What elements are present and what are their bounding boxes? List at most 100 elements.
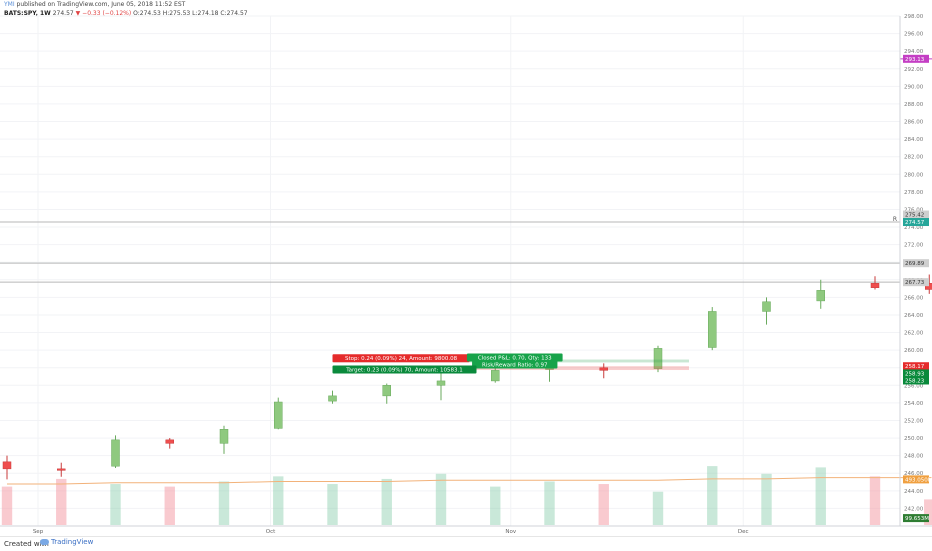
candle-body [328, 395, 337, 402]
candle-body [165, 439, 174, 444]
r-marker-label: R [893, 216, 897, 223]
candle-body [708, 311, 717, 348]
price-label-box [903, 259, 929, 268]
candle-body [111, 439, 120, 467]
target-price-label: 293.13 [905, 57, 925, 63]
position-target-box [332, 365, 477, 374]
x-tick-label: Sep [33, 529, 44, 535]
price-chart[interactable]: TargetStop: 0.24 (0.09%) 24, Amount: 980… [0, 0, 932, 536]
y-tick-label: 250.00 [904, 436, 924, 442]
price-change: ▼ −0.33 (−0.12%) [75, 10, 132, 17]
y-tick-label: 292.00 [904, 67, 924, 73]
volume-bar [490, 486, 501, 525]
author-link[interactable]: YMI [4, 1, 15, 8]
price-label: 493.050M [905, 477, 932, 483]
volume-bar [381, 478, 392, 525]
price-label: 274.57 [905, 220, 925, 226]
position-stop-box [332, 354, 470, 363]
price-label-box [903, 475, 929, 484]
price-label-box [903, 362, 929, 371]
price-label: 275.42 [905, 213, 924, 219]
ohlc-values: O:274.53 H:275.53 L:274.18 C:274.57 [133, 10, 248, 17]
volume-bar [273, 476, 284, 525]
y-tick-label: 282.00 [904, 155, 924, 161]
price-label-box [903, 210, 929, 219]
volume-bar [164, 486, 175, 525]
position-closed-label: Closed P&L: 0.70, Qty: 133 [478, 355, 552, 361]
y-tick-label: 280.00 [904, 172, 924, 178]
y-tick-label: 242.00 [904, 506, 924, 512]
x-tick-label: Nov [505, 529, 516, 535]
y-tick-label: 276.00 [904, 207, 924, 213]
y-tick-label: 272.00 [904, 243, 924, 249]
candle-body [219, 429, 229, 444]
candle-body [382, 385, 391, 397]
publish-line: YMI published on TradingView.com, June 0… [4, 1, 185, 9]
publish-info: published on TradingView.com, June 05, 2… [16, 1, 186, 8]
tradingview-logo[interactable]: TradingView [40, 538, 93, 546]
legend-line: BATS:SPY, 1W 274.57 ▼ −0.33 (−0.12%) O:2… [4, 10, 248, 18]
volume-bar [56, 478, 67, 525]
candle-body [274, 401, 283, 429]
y-tick-label: 244.00 [904, 489, 924, 495]
price-label: 258.17 [905, 364, 925, 370]
price-label: 258.93 [905, 371, 925, 377]
price-label: 99.653M [905, 516, 929, 522]
price-label: 267.73 [905, 280, 925, 286]
volume-bar [544, 481, 555, 525]
y-tick-label: 294.00 [904, 49, 924, 55]
candle-body [870, 283, 880, 288]
volume-bar [869, 476, 881, 525]
x-tick-label: Oct [266, 529, 276, 535]
candle-body [816, 290, 825, 302]
volume-bar [598, 484, 609, 525]
y-tick-label: 248.00 [904, 454, 924, 460]
position-closed-box [466, 353, 563, 362]
y-tick-label: 264.00 [904, 313, 924, 319]
volume-bar [924, 499, 932, 525]
y-tick-label: 288.00 [904, 102, 924, 108]
y-tick-label: 260.00 [904, 348, 924, 354]
y-tick-label: 246.00 [904, 471, 924, 477]
candle-body [762, 301, 771, 312]
volume-bar [652, 491, 664, 525]
candle-body [436, 380, 446, 386]
position-ratio-box [472, 360, 558, 369]
position-ratio-label: Risk/Reward Ratio: 0.97 [482, 362, 548, 368]
volume-bar [110, 484, 121, 525]
y-tick-label: 290.00 [904, 84, 924, 90]
position-stop-label: Stop: 0.24 (0.09%) 24, Amount: 9800.08 [345, 356, 458, 362]
price-label-box [903, 278, 929, 287]
target-price-box [903, 54, 929, 63]
price-label: 269.89 [905, 261, 925, 267]
y-tick-label: 266.00 [904, 295, 924, 301]
y-tick-label: 274.00 [904, 225, 924, 231]
y-tick-label: 252.00 [904, 418, 924, 424]
candle-body [57, 468, 66, 471]
price-label-box [903, 218, 929, 227]
candle-body [599, 367, 608, 371]
footer-bar: Created with TradingView [0, 536, 932, 551]
y-tick-label: 256.00 [904, 383, 924, 389]
y-tick-label: 278.00 [904, 190, 924, 196]
volume-bar [761, 473, 772, 525]
x-tick-label: Dec [738, 529, 749, 535]
y-tick-label: 298.00 [904, 14, 924, 20]
created-with-label: Created with [4, 540, 49, 548]
y-tick-label: 254.00 [904, 401, 924, 407]
y-tick-label: 284.00 [904, 137, 924, 143]
volume-bar [707, 466, 718, 525]
tradingview-label: TradingView [51, 538, 94, 546]
candle-body [2, 461, 12, 470]
candle-body [925, 283, 932, 290]
volume-bar [815, 467, 826, 525]
y-tick-label: 296.00 [904, 32, 924, 38]
symbol-label[interactable]: BATS:SPY, 1W [4, 10, 51, 17]
price-label: 258.23 [905, 378, 925, 384]
volume-bar [218, 481, 230, 525]
candle-body [653, 348, 663, 369]
y-tick-label: 262.00 [904, 331, 924, 337]
y-tick-label: 286.00 [904, 120, 924, 126]
price-label-box [903, 376, 929, 385]
volume-ma-line [7, 477, 932, 485]
